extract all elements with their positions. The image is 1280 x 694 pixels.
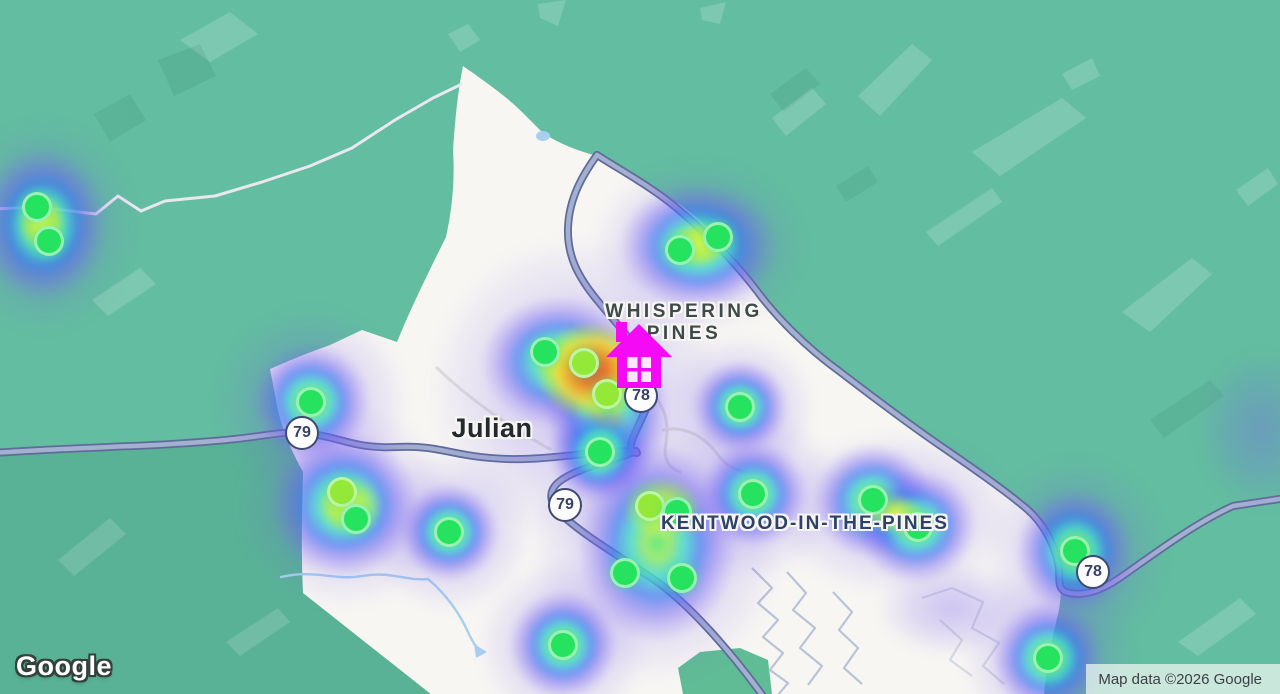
map-attribution: Map data ©2026 Google — [1086, 664, 1280, 694]
terrain-light-patches — [58, 0, 1278, 656]
google-logo[interactable]: Google — [16, 651, 112, 681]
house-icon — [606, 322, 672, 388]
home-marker[interactable] — [606, 320, 672, 390]
pond — [536, 131, 550, 141]
stream-arrow — [474, 644, 487, 658]
trail-roads-light — [921, 586, 1005, 685]
terrain-dark-patches — [94, 44, 1224, 438]
mountain-road — [0, 82, 463, 216]
trail-roads — [751, 567, 863, 694]
